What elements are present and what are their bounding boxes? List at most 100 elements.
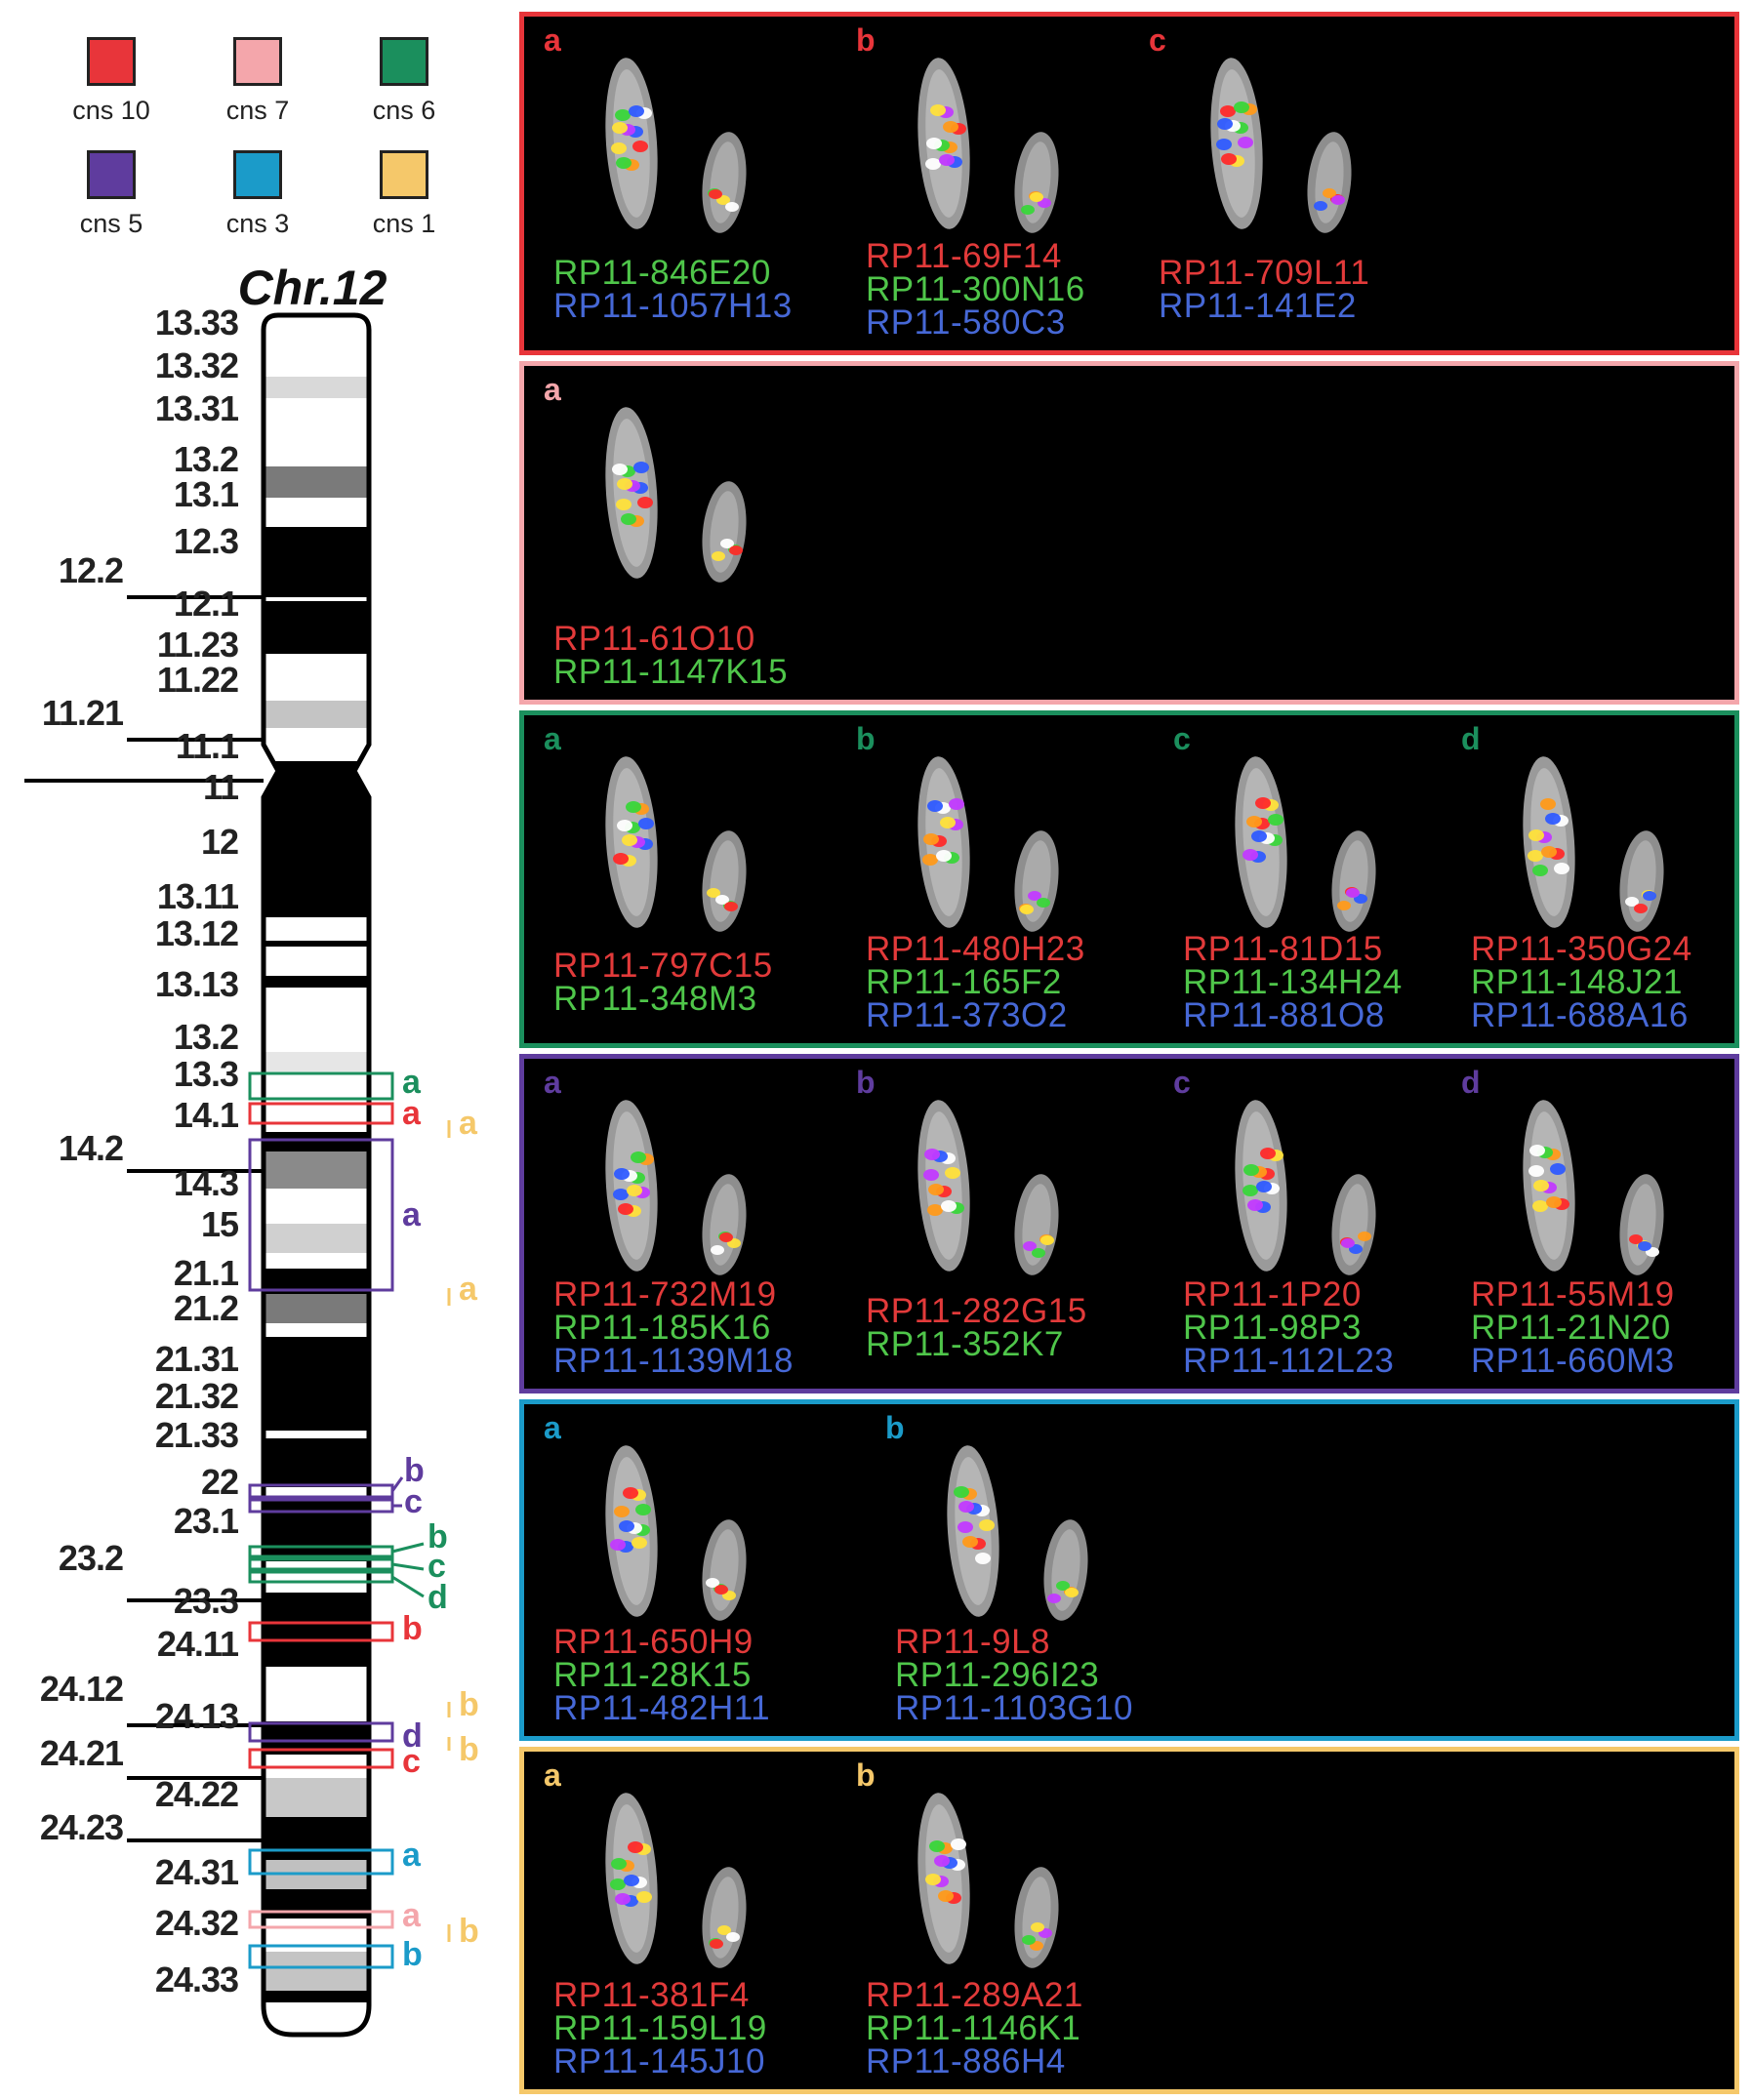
locus-letter: a xyxy=(459,1271,477,1308)
subpanel-letter: a xyxy=(544,22,561,58)
band-label: 24.13 xyxy=(154,1696,239,1736)
band-label: 13.12 xyxy=(154,913,239,953)
subpanel-letter: a xyxy=(544,1757,561,1793)
fish-subpanel: a RP11-650H9 RP11-28K15 RP11-482H11 xyxy=(544,1404,866,1736)
probe-label: RP11-348M3 xyxy=(553,980,757,1018)
band-label: 13.13 xyxy=(154,964,239,1004)
band-label: 24.31 xyxy=(154,1852,239,1892)
probe-label: RP11-650H9 xyxy=(553,1623,754,1661)
probe-label: RP11-282G15 xyxy=(866,1292,1087,1330)
band-label: 13.3 xyxy=(173,1054,239,1094)
fish-subpanel: c RP11-709L11 RP11-141E2 xyxy=(1149,17,1471,350)
probe-label: RP11-881O8 xyxy=(1183,996,1385,1034)
subpanel-letter: c xyxy=(1173,1065,1191,1100)
fish-subpanel: b RP11-69F14 RP11-300N16 RP11-580C3 xyxy=(856,17,1178,350)
probe-label: RP11-688A16 xyxy=(1471,996,1689,1034)
band-label: 22 xyxy=(200,1462,239,1502)
subpanel-letter: c xyxy=(1149,22,1166,58)
band-label: 13.33 xyxy=(154,303,239,343)
fish-subpanel: b RP11-9L8 RP11-296I23 RP11-1103G10 xyxy=(885,1404,1207,1736)
locus-letter: c xyxy=(428,1548,446,1585)
legend-swatch xyxy=(380,150,428,199)
fish-chromosome-image xyxy=(1523,756,1664,932)
probe-label: RP11-69F14 xyxy=(866,237,1062,275)
legend-swatch xyxy=(233,150,282,199)
legend-label: cns 3 xyxy=(225,209,290,238)
probe-label: RP11-709L11 xyxy=(1159,254,1370,292)
probe-label: RP11-886H4 xyxy=(866,2042,1066,2080)
band-label: 11.1 xyxy=(175,726,239,766)
fish-subpanel: b RP11-289A21 RP11-1146K1 RP11-886H4 xyxy=(856,1752,1178,2089)
locus-letter: a xyxy=(402,1897,421,1934)
locus-letter: b xyxy=(459,1731,479,1768)
fish-subpanel: a RP11-846E20 RP11-1057H13 xyxy=(544,17,866,350)
band-label: 15 xyxy=(200,1204,239,1244)
band-label: 24.21 xyxy=(39,1733,124,1773)
subpanel-letter: d xyxy=(1461,721,1481,756)
probe-label: RP11-846E20 xyxy=(553,254,771,292)
fish-chromosome-image xyxy=(605,756,747,932)
probe-label: RP11-141E2 xyxy=(1159,287,1357,325)
locus-letter: d xyxy=(402,1717,423,1755)
fish-chromosome-image xyxy=(917,756,1059,932)
legend-label: cns 10 xyxy=(72,96,150,125)
probe-label: RP11-165F2 xyxy=(866,963,1062,1001)
locus-letter: c xyxy=(402,1743,421,1780)
probe-label: RP11-1147K15 xyxy=(553,653,789,691)
fish-chromosome-image xyxy=(605,1793,747,1968)
subpanel-letter: a xyxy=(544,1410,561,1445)
band-label: 23.1 xyxy=(173,1501,239,1541)
legend-swatch xyxy=(380,37,428,86)
probe-label: RP11-134H24 xyxy=(1183,963,1403,1001)
probe-label: RP11-660M3 xyxy=(1471,1342,1675,1380)
fish-chromosome-image xyxy=(1235,756,1376,932)
locus-letter: a xyxy=(402,1196,421,1233)
subpanel-letter: c xyxy=(1173,721,1191,756)
fish-chromosome-image xyxy=(1235,1100,1376,1275)
band-label: 13.1 xyxy=(173,474,239,514)
probe-label: RP11-580C3 xyxy=(866,303,1066,342)
probe-label: RP11-296I23 xyxy=(895,1656,1100,1694)
probe-label: RP11-81D15 xyxy=(1183,930,1383,968)
fish-chromosome-image xyxy=(605,58,747,233)
probe-label: RP11-148J21 xyxy=(1471,963,1683,1001)
band-label: 21.31 xyxy=(154,1339,239,1379)
locus-letter: b xyxy=(402,1610,423,1647)
legend-swatch xyxy=(87,37,136,86)
probe-label: RP11-381F4 xyxy=(553,1976,750,2014)
probe-label: RP11-9L8 xyxy=(895,1623,1051,1661)
subpanel-letter: d xyxy=(1461,1065,1481,1100)
probe-label: RP11-1146K1 xyxy=(866,2009,1081,2047)
probe-label: RP11-1P20 xyxy=(1183,1275,1362,1313)
band-label: 21.1 xyxy=(173,1253,239,1293)
subpanel-letter: a xyxy=(544,721,561,756)
legend-item: cns 3 xyxy=(199,150,316,239)
fish-chromosome-image xyxy=(1210,58,1352,233)
fish-subpanel: b RP11-282G15 RP11-352K7 xyxy=(856,1059,1178,1389)
band-label: 11.23 xyxy=(156,625,239,665)
locus-letter: b xyxy=(428,1518,448,1555)
fish-chromosome-image xyxy=(605,407,747,583)
locus-letter: b xyxy=(459,1686,479,1723)
probe-label: RP11-1103G10 xyxy=(895,1689,1134,1727)
fish-subpanel: c RP11-81D15 RP11-134H24 RP11-881O8 xyxy=(1173,715,1495,1043)
fish-subpanel: a RP11-797C15 RP11-348M3 xyxy=(544,715,866,1043)
band-label: 13.32 xyxy=(154,345,239,385)
probe-label: RP11-732M19 xyxy=(553,1275,777,1313)
probe-label: RP11-373O2 xyxy=(866,996,1068,1034)
fish-chromosome-image xyxy=(917,1100,1059,1275)
legend-item: cns 7 xyxy=(199,37,316,126)
probe-label: RP11-289A21 xyxy=(866,1976,1083,2014)
subpanel-letter: a xyxy=(544,1065,561,1100)
fish-chromosome-image xyxy=(1523,1100,1664,1275)
legend-swatch xyxy=(233,37,282,86)
chromosome-bands xyxy=(264,315,369,2035)
legend-label: cns 6 xyxy=(372,96,436,125)
locus-letter: b xyxy=(459,1913,479,1950)
band-label: 13.2 xyxy=(173,1017,239,1057)
fish-chromosome-image xyxy=(947,1445,1088,1621)
fish-subpanel: c RP11-1P20 RP11-98P3 RP11-112L23 xyxy=(1173,1059,1495,1389)
locus-letter: a xyxy=(402,1837,421,1874)
probe-label: RP11-1139M18 xyxy=(553,1342,794,1380)
band-label: 24.32 xyxy=(154,1903,239,1943)
